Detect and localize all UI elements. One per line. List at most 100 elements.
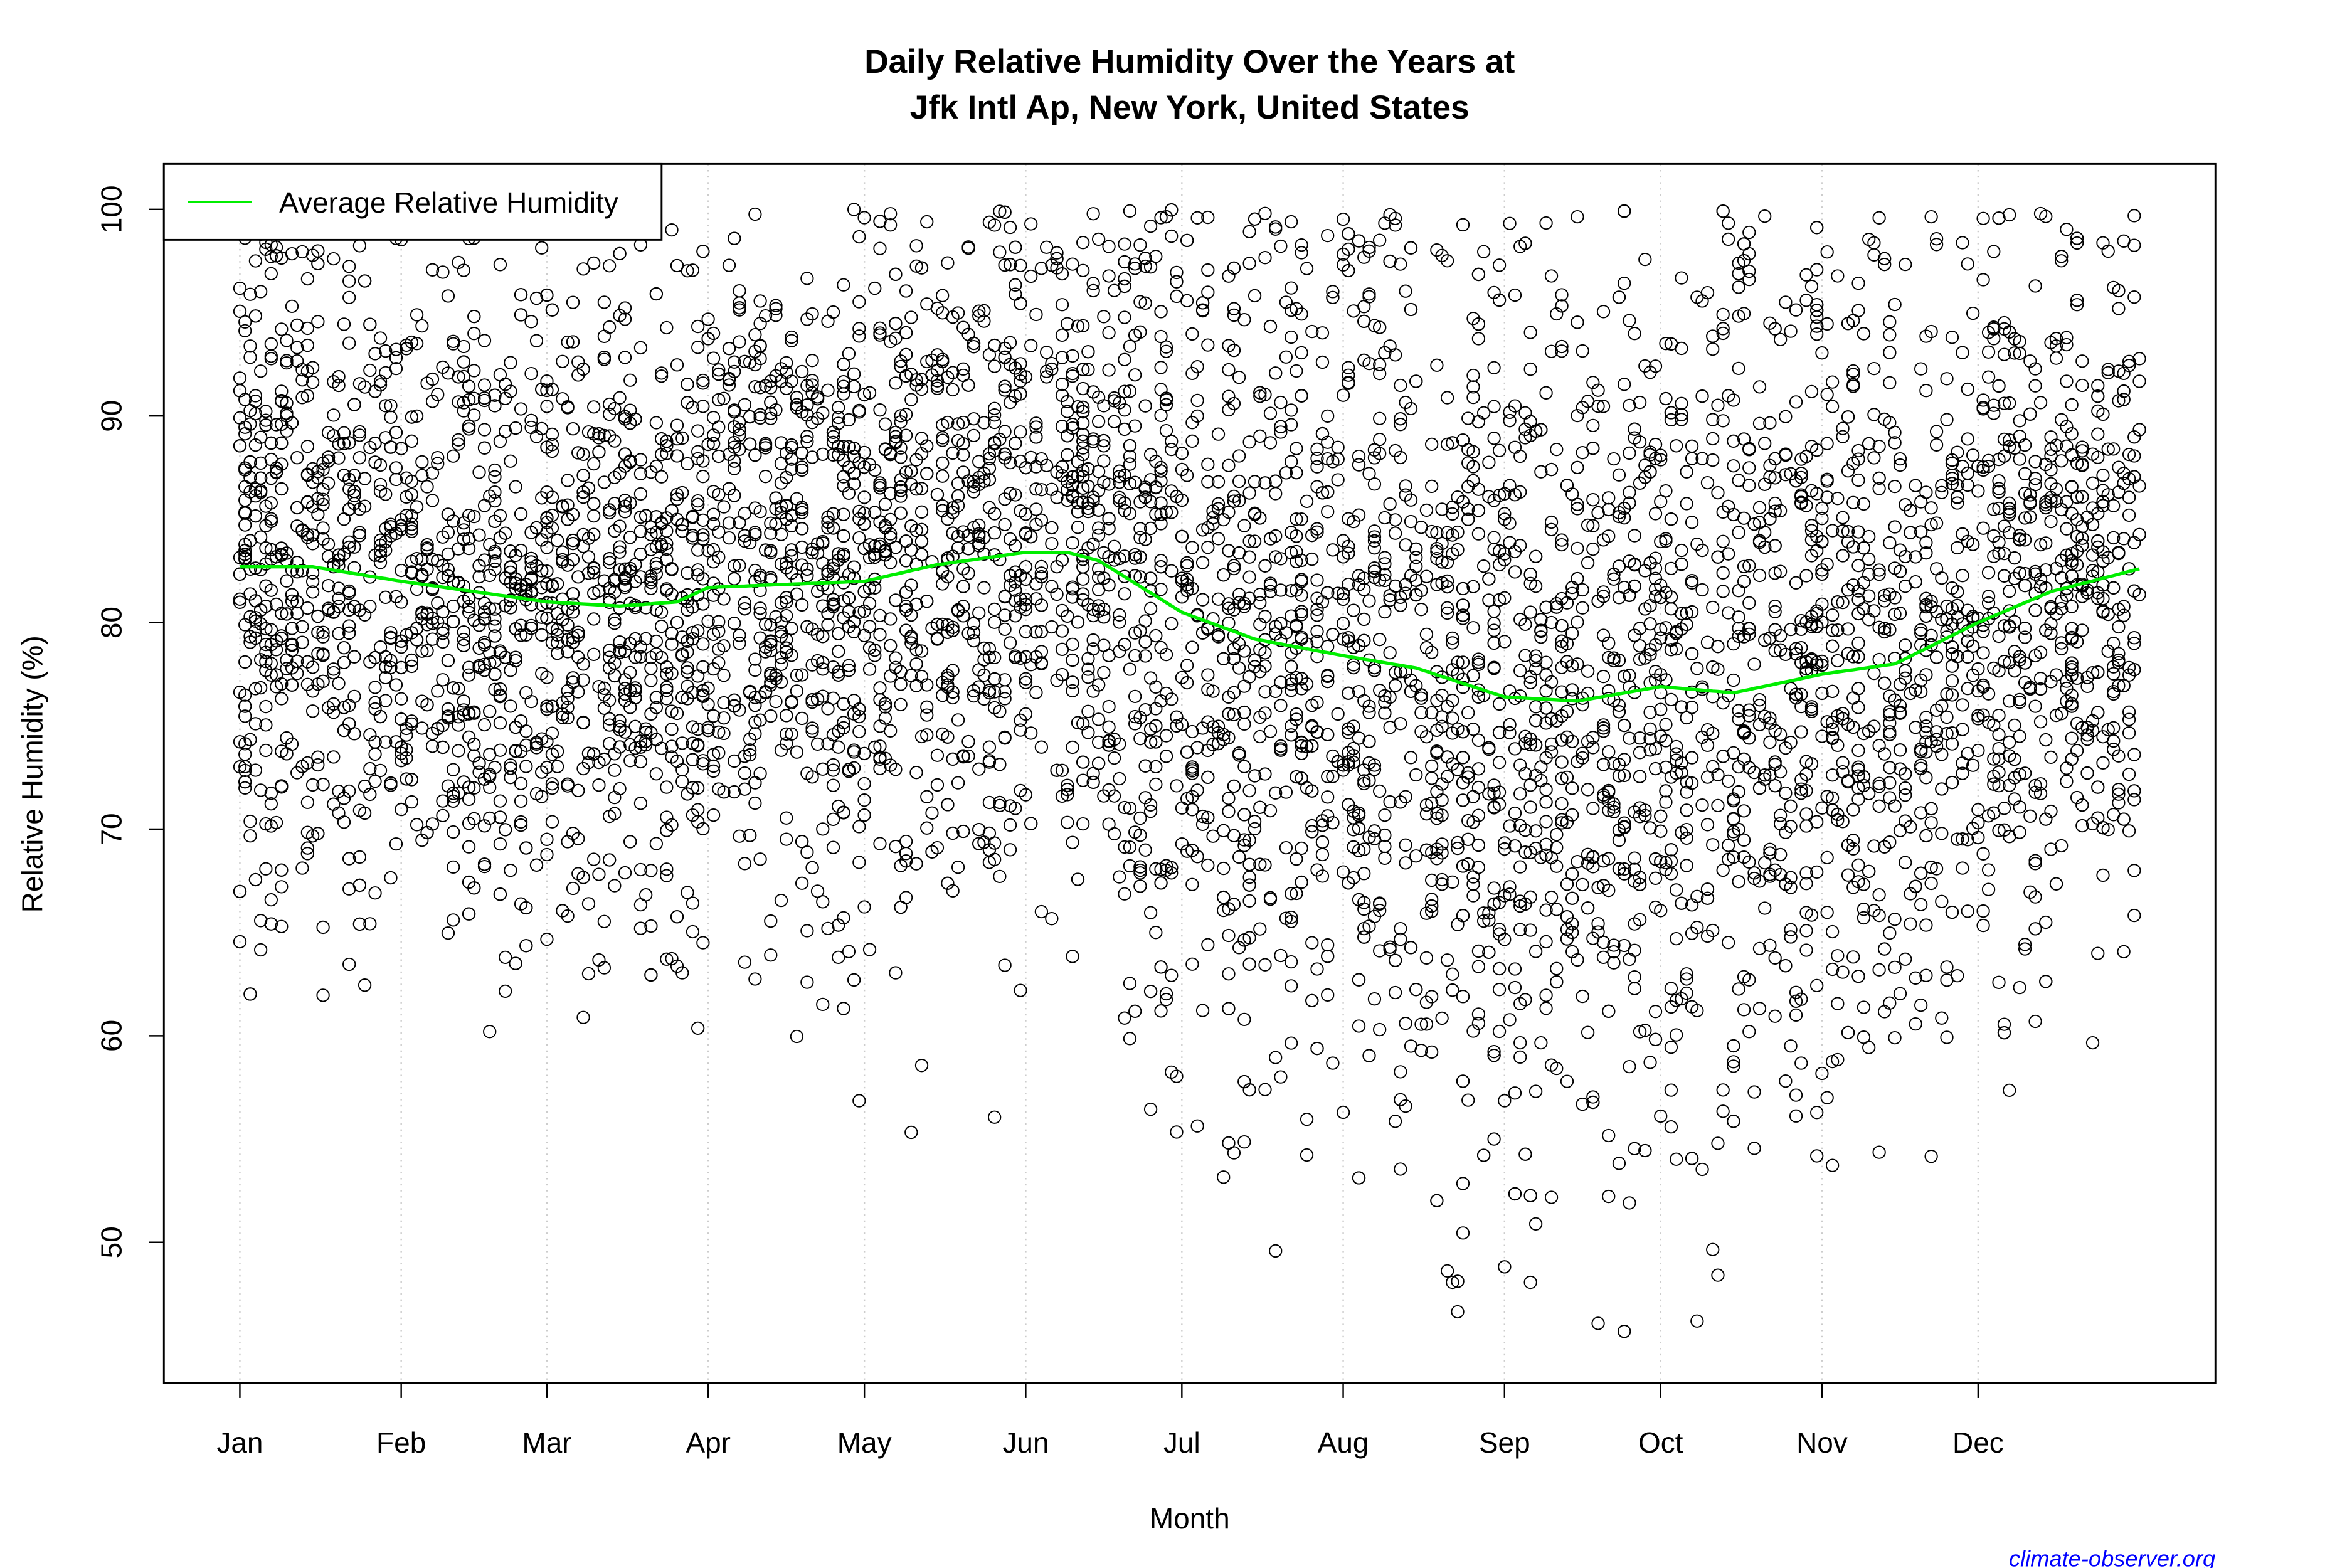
scatter-point	[425, 466, 440, 480]
scatter-point	[785, 543, 798, 557]
scatter-point	[1648, 761, 1663, 776]
scatter-point	[275, 692, 289, 706]
scatter-point	[2070, 716, 2084, 731]
scatter-point	[1487, 361, 1501, 375]
scatter-point	[1383, 690, 1397, 704]
scatter-point	[961, 240, 975, 254]
scatter-point	[1222, 363, 1236, 377]
scatter-point	[1118, 403, 1131, 417]
scatter-point	[2044, 430, 2058, 444]
scatter-point	[618, 351, 632, 364]
scatter-point	[1539, 988, 1553, 1002]
scatter-point	[1118, 1011, 1131, 1025]
scatter-point	[701, 544, 715, 558]
scatter-point	[1883, 315, 1897, 329]
scatter-point	[1227, 642, 1241, 656]
scatter-point	[1799, 866, 1813, 880]
scatter-point	[2044, 463, 2058, 477]
scatter-point	[1310, 602, 1324, 617]
scatter-point	[1034, 559, 1049, 574]
scatter-point	[1154, 361, 1168, 374]
scatter-point	[373, 477, 388, 492]
scatter-point	[540, 516, 554, 529]
scatter-point	[1315, 326, 1330, 340]
scatter-point	[816, 822, 830, 836]
scatter-point	[780, 811, 793, 825]
scatter-point	[832, 740, 845, 754]
scatter-point	[1342, 368, 1355, 382]
scatter-point	[602, 506, 617, 520]
scatter-point	[1367, 541, 1382, 555]
scatter-point	[1102, 363, 1116, 377]
scatter-point	[675, 763, 689, 777]
scatter-point	[706, 808, 721, 822]
scatter-point	[1836, 430, 1850, 443]
scatter-point	[1727, 1059, 1740, 1073]
scatter-point	[1732, 474, 1745, 487]
scatter-point	[1425, 1045, 1439, 1059]
scatter-point	[1373, 903, 1387, 918]
scatter-point	[1528, 1084, 1543, 1098]
scatter-point	[1893, 458, 1907, 472]
scatter-point	[1899, 781, 1912, 795]
scatter-point	[686, 531, 700, 545]
scatter-point	[1602, 1128, 1616, 1143]
scatter-point	[660, 692, 674, 706]
scatter-point	[826, 305, 840, 319]
scatter-point	[920, 821, 934, 835]
scatter-point	[1670, 739, 1683, 754]
scatter-point	[748, 501, 762, 515]
scatter-point	[1685, 605, 1699, 619]
scatter-point	[1076, 572, 1090, 586]
scatter-point	[1924, 501, 1938, 515]
scatter-point	[1290, 583, 1303, 597]
scatter-point	[1804, 700, 1819, 714]
scatter-point	[1248, 289, 1262, 303]
scatter-point	[2018, 942, 2032, 956]
scatter-point	[1675, 756, 1688, 770]
scatter-point	[1185, 434, 1199, 448]
scatter-point	[1633, 395, 1647, 410]
scatter-point	[785, 334, 798, 347]
scatter-point	[2013, 980, 2026, 995]
scatter-point	[1914, 362, 1928, 376]
scatter-point	[285, 299, 299, 314]
scatter-point	[1342, 512, 1355, 526]
scatter-point	[660, 681, 674, 694]
scatter-point	[1664, 1083, 1678, 1097]
scatter-point	[1929, 516, 1944, 530]
scatter-point	[946, 446, 960, 460]
scatter-point	[342, 274, 356, 288]
scatter-point	[1284, 646, 1298, 660]
scatter-point	[452, 682, 465, 696]
scatter-point	[1430, 358, 1444, 372]
scatter-point	[327, 408, 341, 422]
scatter-point	[1019, 675, 1033, 689]
scatter-point	[1831, 949, 1845, 963]
scatter-point	[1992, 975, 2006, 989]
scatter-point	[1586, 802, 1600, 815]
scatter-point	[1768, 951, 1782, 965]
scatter-point	[550, 636, 564, 650]
scatter-point	[2060, 331, 2074, 344]
scatter-point	[972, 606, 986, 620]
scatter-point	[1195, 809, 1210, 824]
scatter-point	[1664, 1041, 1678, 1054]
scatter-point	[1039, 370, 1054, 384]
scatter-point	[1284, 1036, 1298, 1050]
scatter-point	[1102, 269, 1116, 283]
scatter-point	[1706, 342, 1720, 356]
scatter-point	[1612, 758, 1626, 771]
scatter-point	[670, 418, 684, 432]
scatter-point	[1586, 376, 1600, 389]
scatter-point	[1602, 692, 1616, 706]
scatter-point	[1654, 622, 1668, 637]
scatter-point	[1258, 685, 1272, 699]
scatter-point	[733, 335, 746, 349]
scatter-point	[2096, 756, 2110, 770]
scatter-point	[238, 781, 252, 795]
scatter-point	[691, 341, 705, 354]
scatter-point	[1945, 331, 1959, 344]
scatter-point	[1258, 206, 1272, 220]
scatter-point	[477, 860, 492, 874]
